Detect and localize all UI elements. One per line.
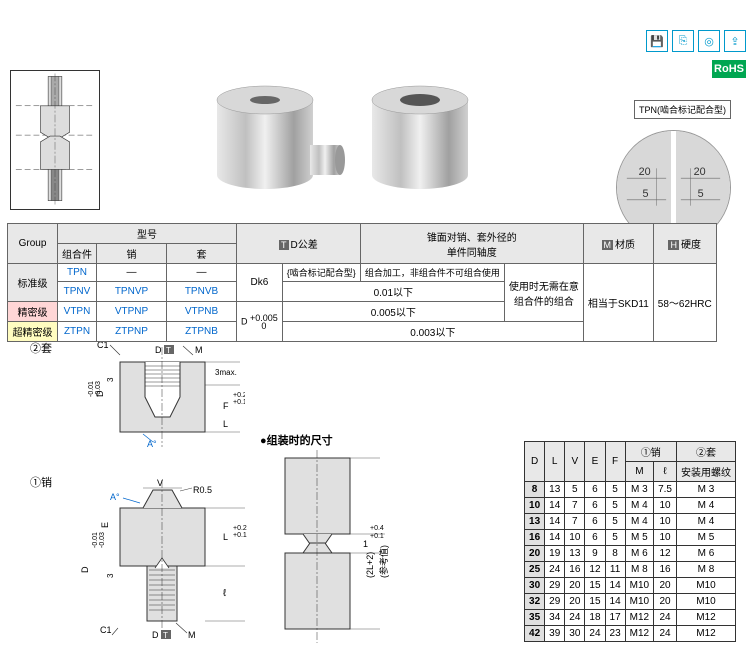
cross-section-diagram [10,70,100,210]
col-group: Group [8,224,58,264]
col-td: TD公差 [237,224,361,264]
svg-text:L: L [223,419,228,429]
sleeve-section-label: ②套 [30,340,52,356]
svg-text:T: T [163,631,168,640]
grade-superprecision: 超精密级 [8,322,58,342]
svg-text:-0.01: -0.01 [88,381,95,397]
combo-note: 组合加工，非组合件不可组合使用 [360,264,504,282]
product-images: TPN(啮合标记配合型) 20 5 20 5 [10,60,736,220]
svg-text:+0.1: +0.1 [233,399,245,406]
svg-text:C1: C1 [97,342,109,350]
svg-text:+0.2: +0.2 [233,525,247,532]
svg-text:5: 5 [643,188,649,200]
grade-standard: 标准级 [8,264,58,302]
svg-text:F: F [223,401,229,411]
svg-text:+0.4: +0.4 [370,525,384,532]
svg-text:20: 20 [694,166,706,178]
dh-f: F [605,442,625,482]
svg-text:3max.: 3max. [215,368,237,377]
link-tpnv[interactable]: TPNV [58,282,97,302]
dk6: Dk6 [237,264,283,302]
table-row: 813565M 37.5M 3 [525,482,736,498]
svg-text:3: 3 [106,573,115,578]
product-render-left [210,70,350,210]
svg-text:ℓ: ℓ [223,588,227,599]
dimensional-drawings: ②套 ①销 ●组装时的尺寸 C1 D T M 3max. F +0.2 +0.1… [30,340,510,650]
svg-text:5: 5 [698,188,704,200]
material-val: 相当于SKD11 [583,264,653,342]
svg-text:V: V [157,478,163,488]
col-sleeve: 套 [167,244,237,264]
dh-ell: ℓ [654,462,677,482]
spec-table: Group 型号 TD公差 锥面对销、套外径的 单件同轴度 M材质 H硬度 组合… [7,223,717,342]
assembly-label: ●组装时的尺寸 [260,432,333,448]
svg-text:M: M [195,345,203,355]
share-icon[interactable]: ⇪ [724,30,746,52]
tag-icon[interactable]: ◎ [698,30,720,52]
svg-text:20: 20 [639,166,651,178]
svg-text:A°: A° [110,492,120,502]
assembly-drawing: 1 +0.4 +0.1 (2L+2) (参考值) [265,448,395,648]
svg-text:D: D [155,345,162,355]
grade-precision: 精密级 [8,302,58,322]
svg-text:E: E [100,522,110,528]
hardness-val: 58～62HRC [653,264,716,342]
tpn-callout: TPN(啮合标记配合型) [634,100,731,119]
svg-text:A°: A° [147,439,157,449]
dh-sleeve: ②套 [677,442,736,462]
dh-v: V [565,442,585,482]
svg-text:-0.03: -0.03 [95,381,102,397]
dh-m: M [625,462,653,482]
svg-text:-0.01: -0.01 [92,532,99,548]
col-model: 型号 [58,224,237,244]
svg-text:D: D [152,630,159,640]
svg-text:(参考值): (参考值) [378,545,389,578]
pin-section-label: ①销 [30,474,52,490]
table-row: 4239302423M1224M12 [525,626,736,642]
svg-text:M: M [188,630,196,640]
dimension-table: D L V E F ①销 ②套 M ℓ 安装用螺纹 813565M 37.5M … [524,441,736,642]
dh-thread: 安装用螺纹 [677,462,736,482]
dh-l: L [545,442,565,482]
col-set: 组合件 [58,244,97,264]
toolbar: 💾 ⎘ ◎ ⇪ [646,30,746,52]
dplus: D +0.0050 [237,302,283,342]
dh-e: E [585,442,605,482]
use-note: 使用时无需在意 组合件的组合 [504,264,583,322]
col-hardness: H硬度 [653,224,716,264]
table-row: 2524161211M 816M 8 [525,562,736,578]
col-pin: 销 [97,244,167,264]
link-tpn[interactable]: TPN [58,264,97,282]
product-render-right [360,75,480,205]
table-row: 20191398M 612M 6 [525,546,736,562]
svg-text:+0.1: +0.1 [370,533,384,540]
svg-text:L: L [223,532,228,542]
mesh-note: {啮合标记配合型} [282,264,360,282]
table-row: 16141065M 510M 5 [525,530,736,546]
svg-text:(2L+2): (2L+2) [365,552,375,578]
svg-text:-0.03: -0.03 [99,532,106,548]
dh-pin: ①销 [625,442,676,462]
svg-text:+0.1: +0.1 [233,532,247,539]
col-coax: 锥面对销、套外径的 单件同轴度 [360,224,583,264]
pin-drawing: V R0.5 A° E -0.01 -0.03 D 3 L +0.2 +0.1 … [75,478,255,648]
svg-text:3: 3 [106,377,115,382]
table-row: 1014765M 410M 4 [525,498,736,514]
svg-text:1: 1 [363,539,368,549]
table-row: 3534241817M1224M12 [525,610,736,626]
svg-text:T: T [166,346,171,355]
table-row: 3229201514M1020M10 [525,594,736,610]
table-row: 3029201514M1020M10 [525,578,736,594]
svg-text:D: D [80,566,90,573]
sleeve-drawing: C1 D T M 3max. F +0.2 +0.1 L D -0.01 -0.… [75,342,245,462]
col-material: M材质 [583,224,653,264]
svg-text:+0.2: +0.2 [233,392,245,399]
table-row: 1314765M 410M 4 [525,514,736,530]
svg-text:R0.5: R0.5 [193,485,212,495]
svg-text:C1: C1 [100,625,112,635]
dh-d: D [525,442,545,482]
copy-icon[interactable]: ⎘ [672,30,694,52]
save-icon[interactable]: 💾 [646,30,668,52]
